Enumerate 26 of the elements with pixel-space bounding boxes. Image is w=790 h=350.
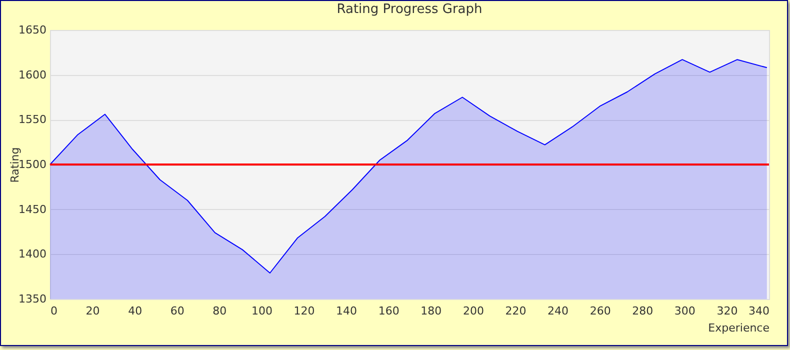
y-tick-label: 1450 <box>18 202 46 216</box>
x-tick-label: 240 <box>548 304 569 318</box>
x-tick-label: 80 <box>212 304 227 318</box>
y-tick-label: 1350 <box>18 292 46 306</box>
x-tick-label: 300 <box>674 304 696 318</box>
y-tick-label: 1600 <box>18 68 46 82</box>
x-tick-label: 60 <box>170 304 184 318</box>
x-tick-label: 160 <box>378 304 400 318</box>
x-tick-label: 100 <box>251 304 272 318</box>
x-tick-label: 260 <box>590 304 611 318</box>
x-tick-label: 280 <box>632 304 654 318</box>
x-tick-label: 20 <box>86 304 100 318</box>
x-tick-label: 320 <box>716 304 738 318</box>
chart-title: Rating Progress Graph <box>336 2 482 17</box>
y-tick-label: 1650 <box>18 24 46 36</box>
x-axis-title: Experience <box>708 322 770 334</box>
x-tick-label: 0 <box>50 304 58 318</box>
x-tick-label: 180 <box>420 304 442 318</box>
x-tick-label: 40 <box>128 304 142 318</box>
x-tick-label: 200 <box>462 304 484 318</box>
x-tick-label: 120 <box>294 304 315 318</box>
x-tick-label: 340 <box>748 304 770 318</box>
y-tick-label: 1400 <box>18 248 46 261</box>
x-tick-label: 220 <box>505 304 526 318</box>
x-tick-label: 140 <box>336 304 358 318</box>
y-tick-label: 1550 <box>18 113 46 126</box>
